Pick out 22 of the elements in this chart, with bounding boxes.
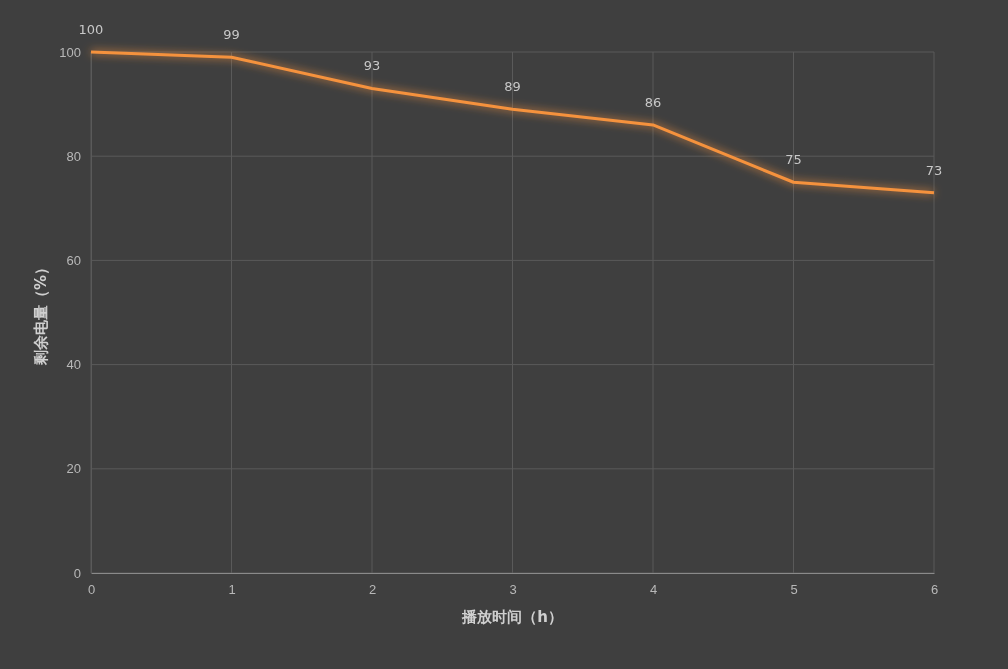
x-tick-label: 5: [790, 582, 798, 598]
x-tick-label: 0: [87, 582, 96, 598]
x-tick-label: 6: [930, 582, 939, 598]
data-label: 93: [363, 58, 381, 74]
x-tick-label: 3: [509, 582, 517, 598]
y-tick-label: 20: [66, 461, 81, 477]
y-axis-title: 剩余电量（%）: [32, 259, 50, 367]
data-label: 89: [504, 79, 521, 95]
data-label: 99: [223, 27, 240, 43]
y-tick-label: 80: [66, 148, 81, 164]
x-tick-label: 4: [649, 582, 658, 598]
data-label: 75: [785, 152, 802, 168]
y-tick-label: 0: [73, 565, 81, 581]
y-tick-label: 100: [59, 44, 81, 60]
x-axis-title: 播放时间（h）: [461, 608, 563, 626]
x-tick-label: 2: [368, 582, 377, 598]
data-label: 100: [78, 22, 104, 37]
data-label: 73: [925, 162, 943, 178]
x-tick-label: 1: [228, 582, 236, 598]
y-tick-label: 40: [66, 357, 81, 373]
data-label: 86: [644, 94, 662, 110]
y-tick-label: 60: [66, 253, 81, 269]
